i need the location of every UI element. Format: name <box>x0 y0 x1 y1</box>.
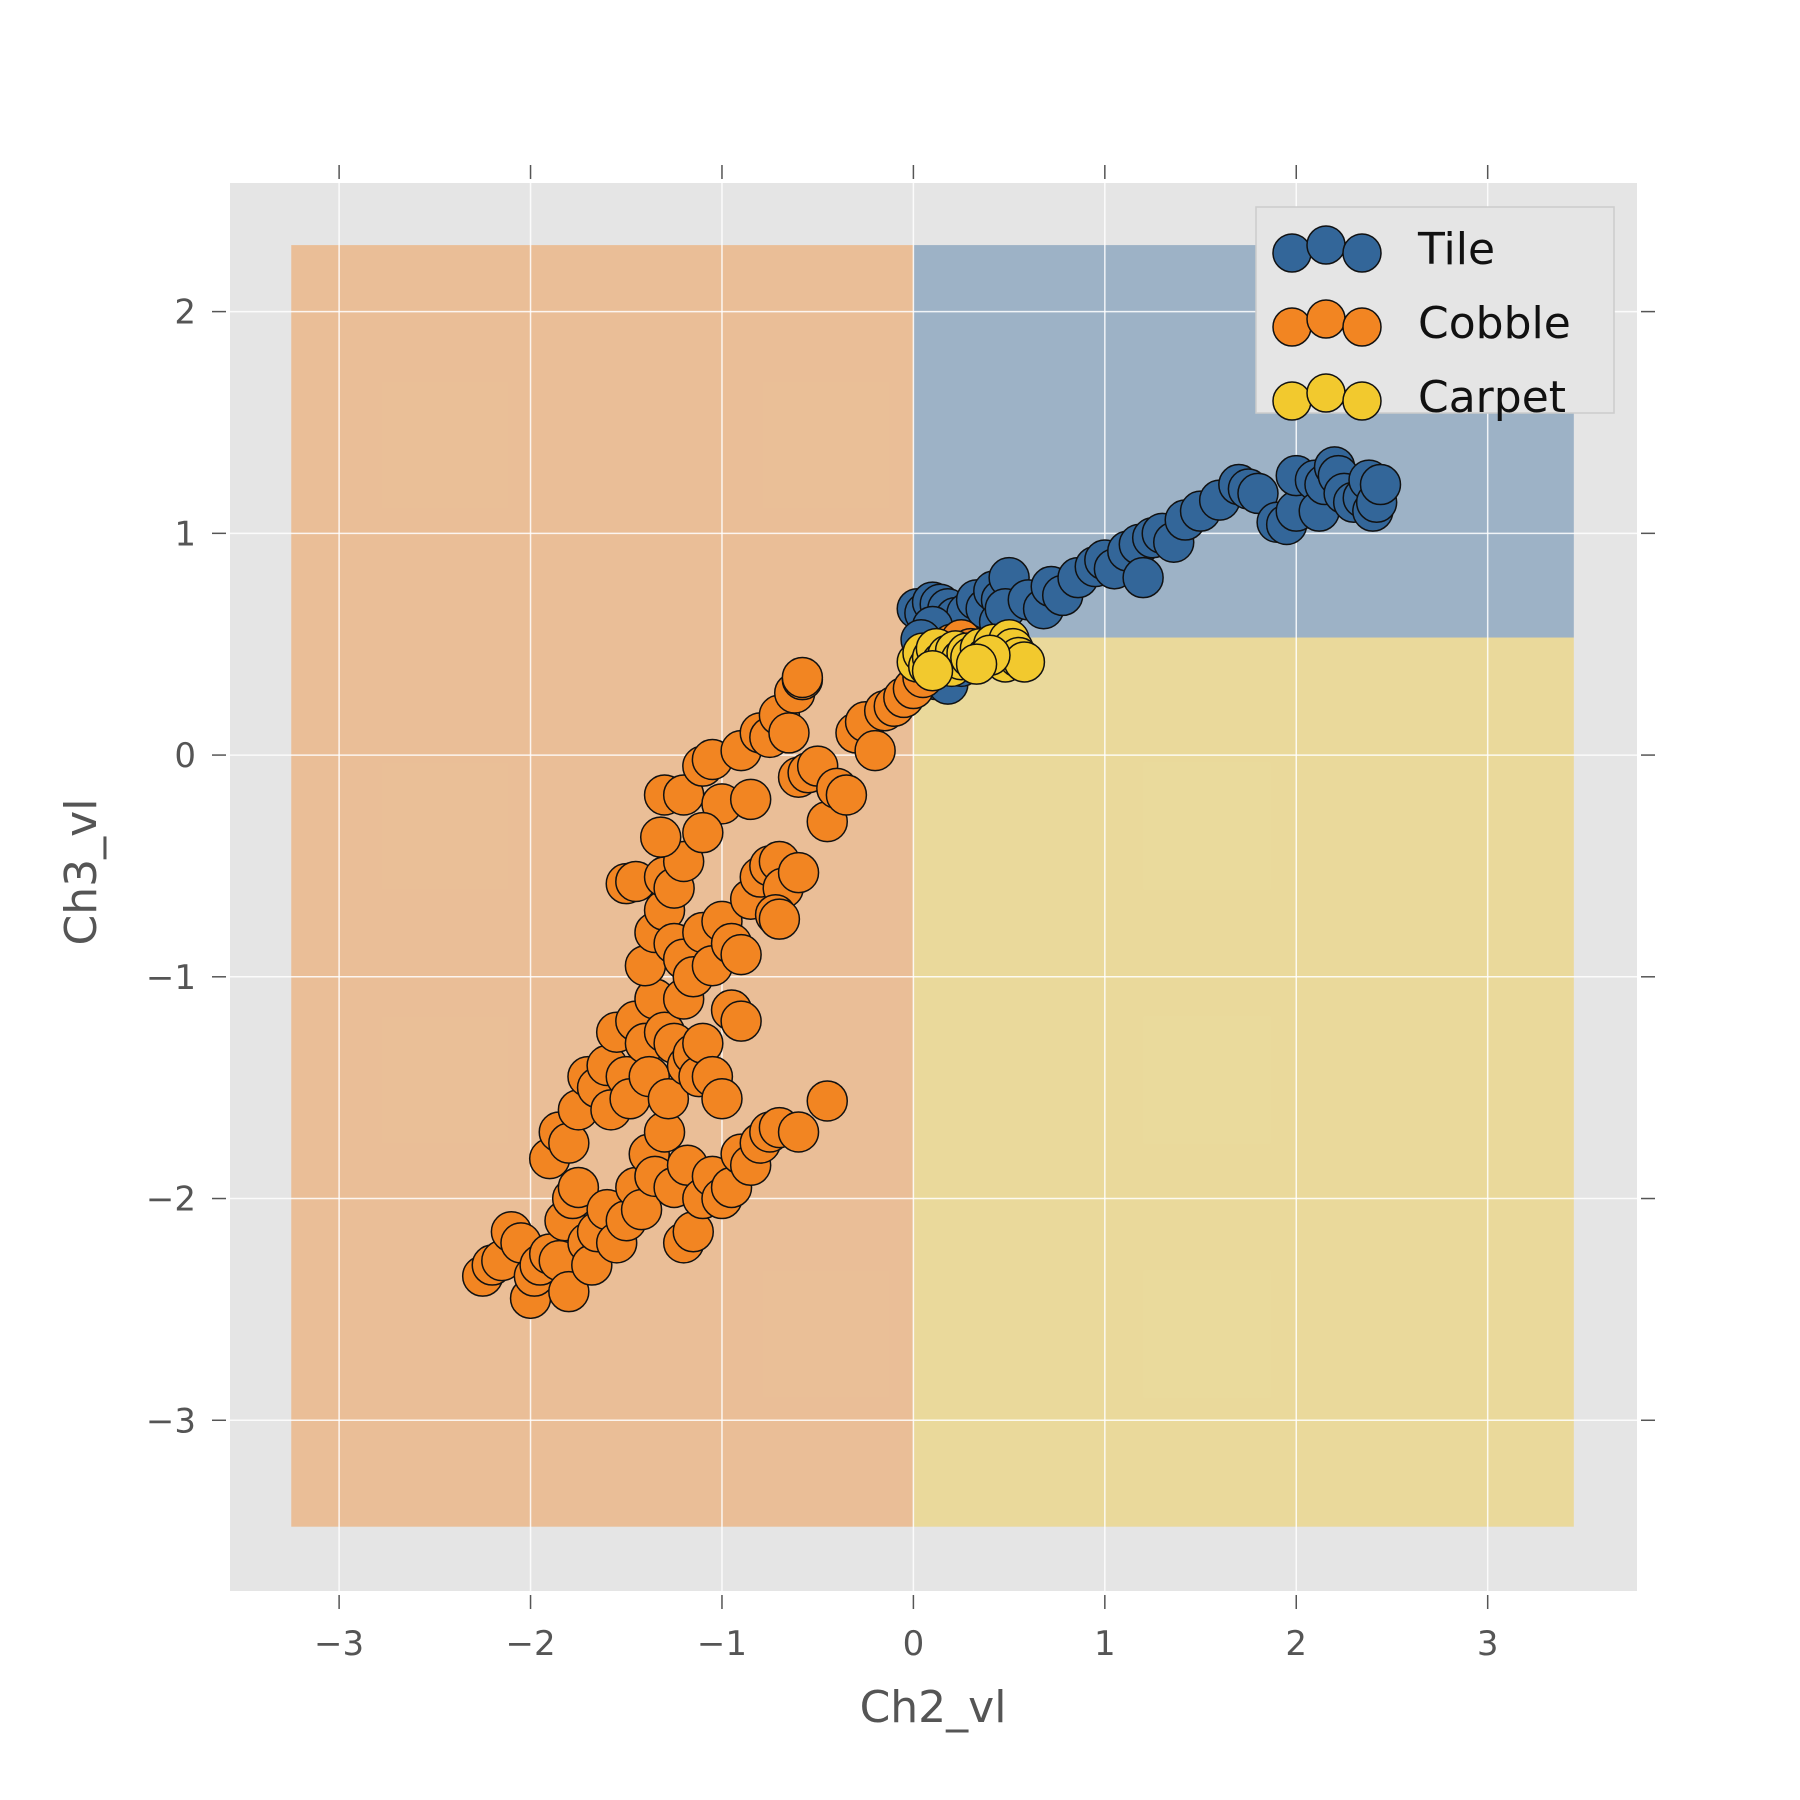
x-axis-label: Ch2_vl <box>860 1682 1007 1733</box>
decision-regions <box>291 245 1574 1527</box>
legend: Tile Cobble Carpet <box>1255 206 1615 423</box>
point-tile <box>1237 472 1279 515</box>
legend-marker <box>1272 233 1312 273</box>
point-carpet <box>955 643 998 685</box>
y-axis-label: Ch3_vl <box>56 799 107 946</box>
legend-marker <box>1342 381 1382 421</box>
point-cobble <box>768 712 810 754</box>
legend-marker <box>1306 373 1346 413</box>
point-cobble <box>777 1111 820 1153</box>
point-cobble <box>639 816 682 858</box>
point-cobble <box>777 851 820 894</box>
point-cobble <box>729 778 772 821</box>
x-tick-label: 3 <box>1477 1624 1499 1664</box>
series-cobble <box>461 619 992 1320</box>
point-cobble <box>682 811 724 854</box>
point-cobble <box>720 1000 762 1042</box>
y-tick-label: −3 <box>146 1401 196 1441</box>
point-cobble <box>557 1166 600 1209</box>
x-tick-label: 0 <box>903 1624 925 1664</box>
point-cobble <box>854 729 896 772</box>
point-cobble <box>647 1078 690 1120</box>
point-cobble <box>720 933 762 976</box>
x-tick-label: −3 <box>314 1624 364 1664</box>
legend-label: Tile <box>1417 224 1495 275</box>
legend-marker <box>1342 307 1382 347</box>
legend-marker <box>1272 307 1312 347</box>
y-tick-label: −1 <box>146 958 196 998</box>
y-tick-label: 1 <box>174 514 196 554</box>
x-tick-label: −1 <box>697 1624 747 1664</box>
data-points <box>461 446 1402 1320</box>
series-carpet <box>896 619 1046 692</box>
region-carpet <box>913 637 1574 1527</box>
legend-label: Carpet <box>1418 372 1566 423</box>
legend-marker <box>1272 381 1312 421</box>
axis-ticks: −3 −2 −1 0 1 2 3 −3 −2 −1 0 1 2 <box>146 165 1655 1664</box>
point-carpet <box>1003 641 1046 683</box>
point-cobble <box>825 774 868 816</box>
legend-label: Cobble <box>1418 298 1571 349</box>
legend-marker <box>1306 299 1346 339</box>
point-cobble <box>781 656 824 699</box>
x-tick-label: 1 <box>1094 1624 1116 1664</box>
x-tick-label: 2 <box>1285 1624 1307 1664</box>
point-cobble <box>548 1270 590 1313</box>
point-cobble <box>701 1078 743 1120</box>
legend-item-tile: Tile <box>1272 224 1495 275</box>
x-tick-label: −2 <box>505 1624 555 1664</box>
point-cobble <box>806 1080 849 1122</box>
point-carpet <box>911 650 954 692</box>
y-tick-label: 0 <box>174 736 196 776</box>
legend-item-carpet: Carpet <box>1272 372 1566 423</box>
y-tick-label: 2 <box>174 293 196 333</box>
point-cobble <box>758 898 801 940</box>
point-tile <box>1122 556 1164 599</box>
legend-item-cobble: Cobble <box>1272 298 1571 349</box>
legend-marker <box>1306 225 1346 265</box>
y-tick-label: −2 <box>146 1180 196 1220</box>
region-cobble <box>291 245 914 1527</box>
plot-background <box>230 183 1637 1591</box>
point-tile <box>1359 463 1402 506</box>
series-tile <box>896 446 1402 705</box>
legend-marker <box>1342 233 1382 273</box>
